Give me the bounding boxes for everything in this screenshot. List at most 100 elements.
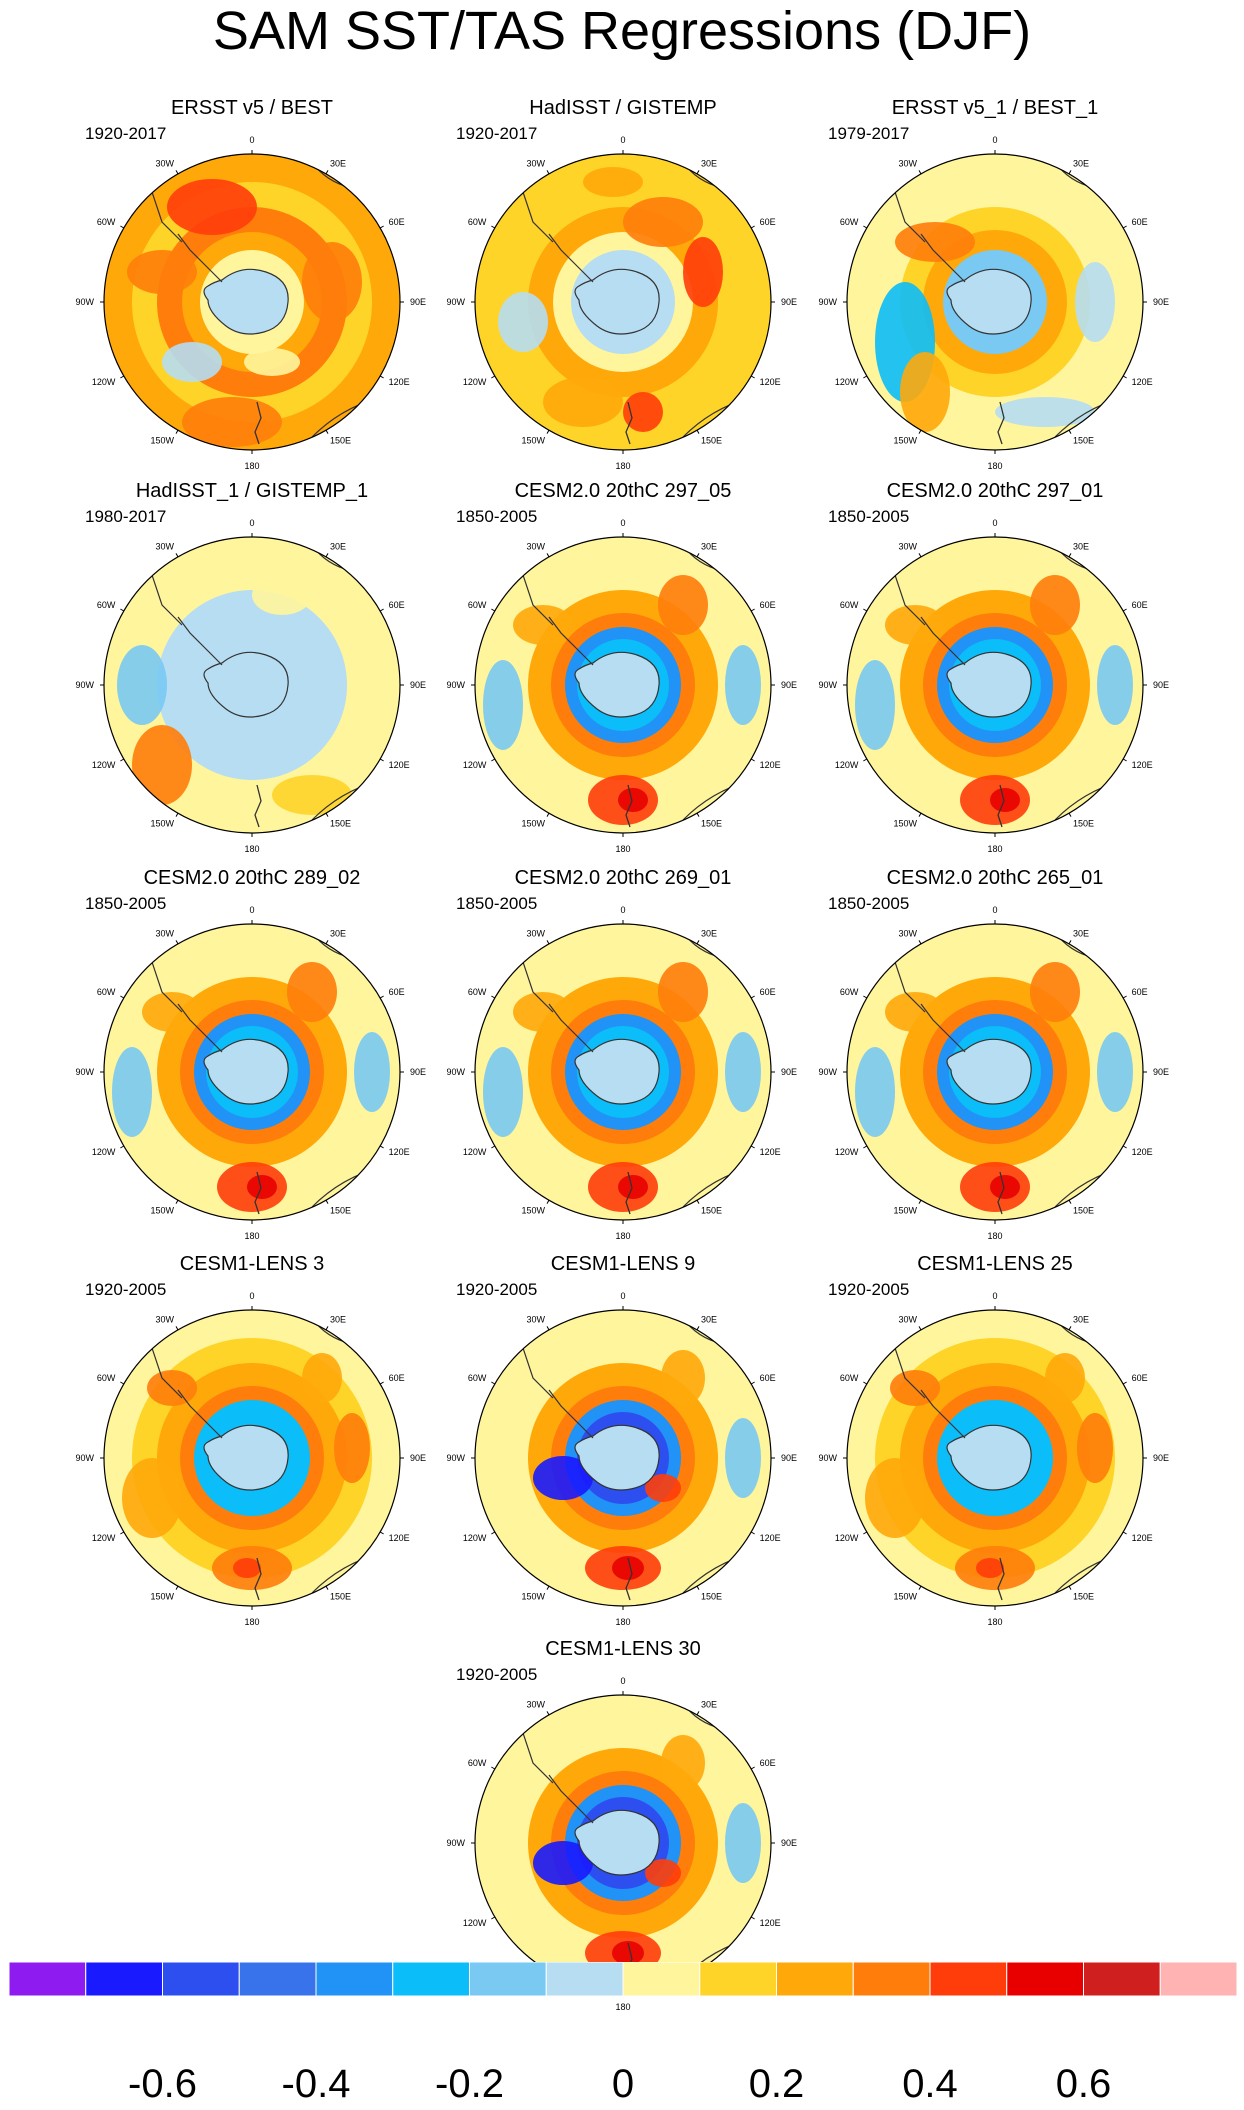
longitude-tick xyxy=(1122,375,1127,379)
longitude-label: 60E xyxy=(389,600,405,610)
field-anomaly xyxy=(990,1175,1020,1199)
longitude-label: 30E xyxy=(1073,158,1089,168)
longitude-tick xyxy=(491,375,496,379)
peninsula-coastline xyxy=(177,233,223,283)
longitude-label: 120E xyxy=(389,1533,410,1543)
longitude-label: 180 xyxy=(615,1231,630,1241)
longitude-label: 150W xyxy=(521,1592,545,1602)
field-anomaly xyxy=(885,605,945,645)
field-anomaly xyxy=(483,660,523,750)
peninsula-coastline xyxy=(177,1389,223,1439)
longitude-tick xyxy=(1068,940,1072,945)
longitude-label: 30E xyxy=(1073,928,1089,938)
longitude-tick xyxy=(175,170,179,175)
longitude-label: 150E xyxy=(330,1592,351,1602)
longitude-tick xyxy=(1068,170,1072,175)
longitude-tick xyxy=(379,1145,384,1149)
longitude-label: 120E xyxy=(1132,1147,1153,1157)
longitude-tick xyxy=(546,1585,550,1590)
longitude-tick xyxy=(696,1199,700,1204)
longitude-tick xyxy=(546,553,550,558)
longitude-tick xyxy=(491,1916,496,1920)
longitude-tick xyxy=(491,758,496,762)
longitude-tick xyxy=(918,940,922,945)
polar-map: 0 30E 60E 90E 120E 150E 180 150W 120W 90W 60W 30W xyxy=(818,905,1169,1241)
longitude-label: 150E xyxy=(701,1592,722,1602)
antarctica-coastline xyxy=(203,1038,289,1105)
longitude-label: 120W xyxy=(92,760,116,770)
longitude-label: 90W xyxy=(446,1838,465,1848)
longitude-tick xyxy=(491,225,496,229)
longitude-tick xyxy=(696,1711,700,1716)
field-anomaly xyxy=(618,1175,648,1199)
longitude-tick xyxy=(325,1585,329,1590)
longitude-label: 150E xyxy=(1073,1206,1094,1216)
panel-period: 1850-2005 xyxy=(85,894,167,913)
longitude-tick xyxy=(546,429,550,434)
longitude-label: 0 xyxy=(620,1291,625,1301)
field-anomaly xyxy=(661,1350,705,1406)
longitude-label: 30W xyxy=(898,928,917,938)
longitude-tick xyxy=(325,940,329,945)
antarctica-coastline xyxy=(946,268,1032,335)
colorbar-boxes xyxy=(8,1961,1238,1997)
panel-title: ERSST v5 / BEST xyxy=(171,97,333,119)
colorbar-label: 0.2 xyxy=(748,2062,805,2106)
longitude-tick xyxy=(1122,1145,1127,1149)
field-anomaly xyxy=(112,1047,152,1137)
colorbar-swatch xyxy=(315,1961,394,1997)
longitude-label: 150W xyxy=(521,819,545,829)
longitude-label: 30E xyxy=(330,928,346,938)
field-anomaly xyxy=(162,342,222,382)
longitude-label: 60E xyxy=(389,1373,405,1383)
panel-title: CESM1-LENS 3 xyxy=(179,1253,325,1275)
panel-period: 1850-2005 xyxy=(456,507,538,526)
map-panel: ERSST v5 / BEST 1920-2017 0 30E 60E 90E 120E 15… xyxy=(67,96,437,479)
longitude-label: 0 xyxy=(249,905,254,915)
longitude-tick xyxy=(379,1531,384,1535)
longitude-tick xyxy=(1122,1531,1127,1535)
longitude-tick xyxy=(918,429,922,434)
field-anomaly xyxy=(661,1735,705,1791)
longitude-label: 60E xyxy=(760,1758,776,1768)
longitude-label: 120E xyxy=(389,1147,410,1157)
longitude-label: 90E xyxy=(1153,297,1169,307)
longitude-tick xyxy=(1122,1381,1127,1385)
longitude-tick xyxy=(1068,1199,1072,1204)
longitude-label: 120W xyxy=(463,1147,487,1157)
longitude-tick xyxy=(325,1326,329,1331)
antarctica-coastline xyxy=(574,1038,660,1105)
longitude-label: 0 xyxy=(249,135,254,145)
longitude-tick xyxy=(918,812,922,817)
field-anomaly xyxy=(1030,575,1080,635)
longitude-label: 0 xyxy=(620,905,625,915)
longitude-label: 120E xyxy=(760,1918,781,1928)
colorbar-swatch xyxy=(1159,1961,1238,1997)
longitude-label: 150E xyxy=(701,1206,722,1216)
peninsula-coastline xyxy=(548,1003,594,1053)
field-anomaly xyxy=(272,775,352,815)
map-panel: CESM1-LENS 25 1920-2005 0 30E 60E 90E 120E 150E… xyxy=(810,1252,1180,1635)
longitude-tick xyxy=(750,608,755,612)
panel-title: CESM2.0 20thC 297_01 xyxy=(886,480,1104,502)
longitude-tick xyxy=(175,1585,179,1590)
new-zealand-coastline xyxy=(997,1171,1005,1215)
longitude-label: 90W xyxy=(818,1067,837,1077)
longitude-tick xyxy=(546,1326,550,1331)
longitude-tick xyxy=(696,553,700,558)
longitude-tick xyxy=(120,1145,125,1149)
colorbar-swatch xyxy=(852,1961,931,1997)
field-anomaly xyxy=(182,397,282,447)
longitude-label: 0 xyxy=(992,1291,997,1301)
panel-title: HadISST / GISTEMP xyxy=(529,97,717,119)
field-anomaly xyxy=(513,605,573,645)
polar-map: 0 30E 60E 90E 120E 150E 180 150W 120W 90W 60W 30W xyxy=(818,1291,1169,1627)
map-panel: CESM2.0 20thC 297_05 1850-2005 0 30E 60E 90E 1… xyxy=(438,479,808,862)
field-anomaly xyxy=(354,1032,390,1112)
longitude-tick xyxy=(175,1199,179,1204)
longitude-label: 150W xyxy=(150,436,174,446)
longitude-tick xyxy=(918,170,922,175)
colorbar-label: -0.4 xyxy=(281,2062,351,2106)
longitude-tick xyxy=(1068,1326,1072,1331)
longitude-tick xyxy=(120,758,125,762)
